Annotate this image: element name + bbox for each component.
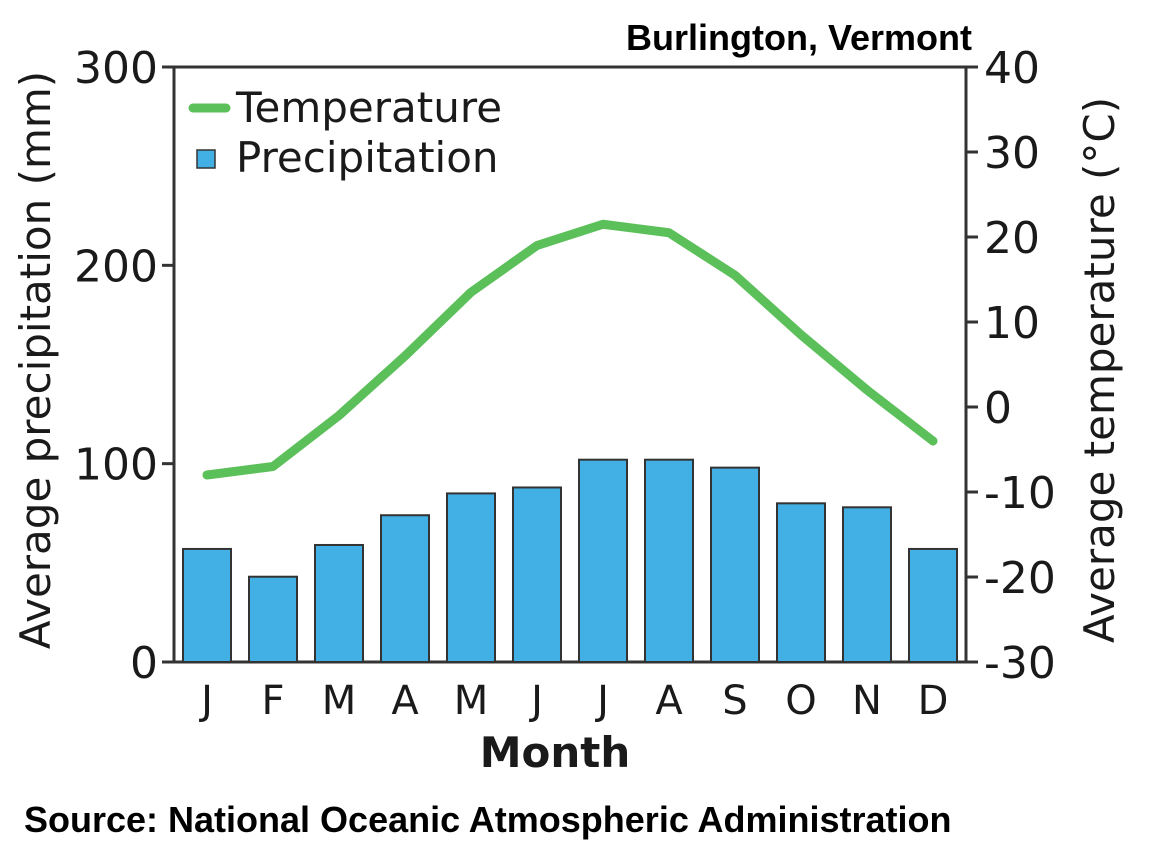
- legend-temperature-label: Temperature: [235, 83, 502, 132]
- precipitation-bars: [182, 458, 958, 664]
- month-label: A: [655, 678, 683, 724]
- source-caption: Source: National Oceanic Atmospheric Adm…: [24, 799, 952, 840]
- right-axis-ticks: -30 -20 -10 0 10 20 30 40: [966, 43, 1056, 689]
- precipitation-bar-9: [710, 466, 760, 663]
- left-axis-ticks: 0 100 200 300: [74, 43, 174, 689]
- right-tick-label: -10: [984, 468, 1056, 519]
- right-axis-title: Average temperature (°C): [1075, 97, 1124, 643]
- temperature-line: [202, 219, 938, 480]
- precipitation-bar-8: [644, 458, 694, 664]
- month-label: J: [528, 678, 543, 724]
- chart-title: Burlington, Vermont: [626, 17, 972, 58]
- right-tick-label: -20: [984, 553, 1056, 604]
- legend: Temperature Precipitation: [188, 83, 502, 182]
- left-tick-label: 0: [130, 638, 158, 689]
- precipitation-bar-4: [380, 514, 430, 663]
- month-label: M: [322, 678, 357, 724]
- month-label: J: [594, 678, 609, 724]
- month-label: F: [261, 678, 284, 724]
- month-label: O: [785, 678, 816, 724]
- left-axis-title: Average precipitation (mm): [11, 71, 60, 649]
- left-tick-label: 200: [74, 241, 158, 292]
- precipitation-bar-5: [446, 492, 496, 663]
- left-tick-label: 300: [74, 43, 158, 94]
- month-label: N: [852, 678, 882, 724]
- precipitation-bar-12: [908, 547, 958, 664]
- month-label: D: [918, 678, 949, 724]
- precipitation-bar-11: [842, 506, 892, 663]
- month-label: A: [391, 678, 419, 724]
- month-label: S: [722, 678, 747, 724]
- x-axis-title: Month: [480, 728, 631, 777]
- precipitation-bar-10: [776, 502, 826, 664]
- month-label: M: [454, 678, 489, 724]
- left-tick-label: 100: [74, 440, 158, 491]
- precipitation-bar-3: [314, 543, 364, 664]
- legend-precipitation-swatch: [196, 149, 216, 169]
- right-tick-label: 10: [984, 298, 1040, 349]
- precipitation-bar-6: [512, 486, 562, 664]
- right-tick-label: 40: [984, 43, 1040, 94]
- month-label: J: [198, 678, 213, 724]
- precipitation-bar-7: [578, 458, 628, 664]
- legend-precipitation-label: Precipitation: [236, 133, 499, 182]
- right-tick-label: 0: [984, 383, 1012, 434]
- temperature-line-layer: [202, 219, 938, 480]
- right-tick-label: 20: [984, 213, 1040, 264]
- precipitation-bar-1: [182, 547, 232, 664]
- right-tick-label: -30: [984, 638, 1056, 689]
- precipitation-bar-2: [248, 575, 298, 664]
- plot-frame: [172, 65, 968, 664]
- right-tick-label: 30: [984, 128, 1040, 179]
